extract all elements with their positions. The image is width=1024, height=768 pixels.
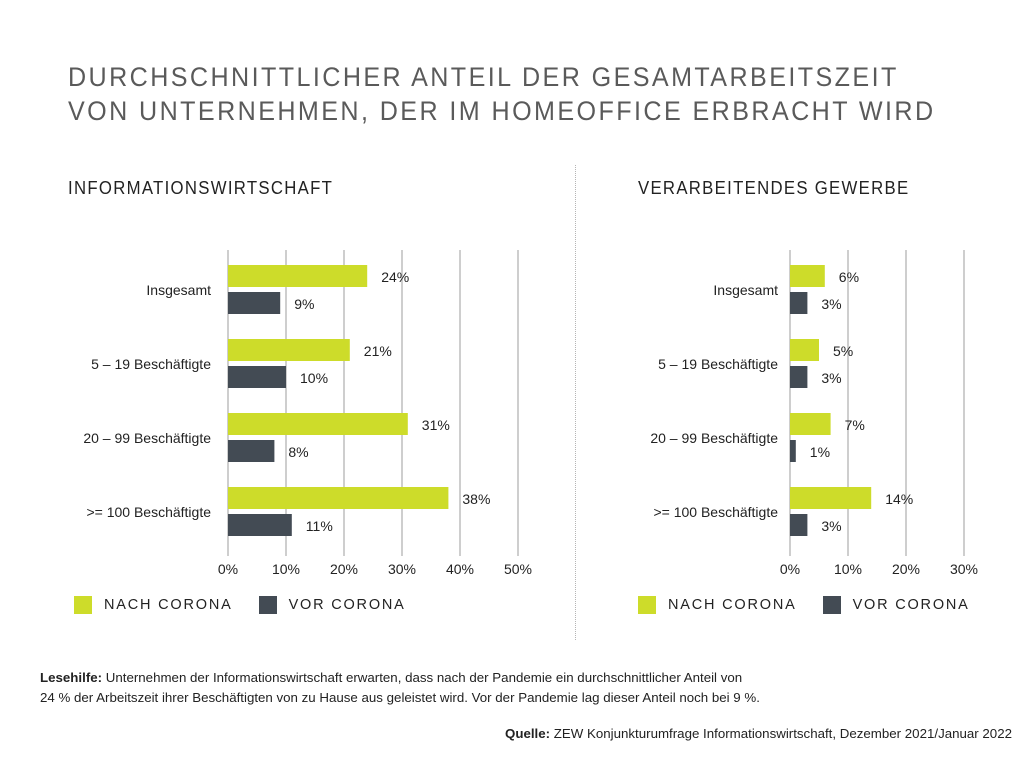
bar-nach-corona <box>790 265 825 287</box>
legend-left: NACH CORONA VOR CORONA <box>74 596 432 614</box>
data-label: 21% <box>364 343 392 359</box>
reading-aid-line2: 24 % der Arbeitszeit ihrer Beschäftigten… <box>40 690 760 705</box>
x-tick-label: 0% <box>780 561 800 577</box>
panel-title-informationswirtschaft: INFORMATIONSWIRTSCHAFT <box>68 178 334 198</box>
legend-swatch-vor <box>258 596 277 614</box>
legend-swatch-nach <box>74 596 92 614</box>
x-tick-label: 30% <box>388 561 416 577</box>
data-label: 8% <box>288 444 308 460</box>
bar-nach-corona <box>790 487 872 509</box>
bar-vor-corona <box>228 514 292 536</box>
category-label: 5 – 19 Beschäftigte <box>658 356 778 372</box>
bar-vor-corona <box>790 440 796 462</box>
data-label: 14% <box>885 491 913 507</box>
x-tick-label: 20% <box>892 561 920 577</box>
x-tick-label: 20% <box>330 561 358 577</box>
data-label: 6% <box>839 269 859 285</box>
chart-title-line2: VON UNTERNEHMEN, DER IM HOMEOFFICE ERBRA… <box>68 96 936 126</box>
legend-label-nach: NACH CORONA <box>668 597 797 613</box>
data-label: 24% <box>381 269 409 285</box>
bar-nach-corona <box>790 413 831 435</box>
data-label: 5% <box>833 343 853 359</box>
bar-nach-corona <box>790 339 819 361</box>
legend-item-nach: NACH CORONA <box>74 596 233 614</box>
legend-right: NACH CORONA VOR CORONA <box>638 596 996 614</box>
panel-title-verarbeitendes-gewerbe: VERARBEITENDES GEWERBE <box>638 178 910 198</box>
category-label: 20 – 99 Beschäftigte <box>83 430 211 446</box>
source-text: ZEW Konjunkturumfrage Informationswirtsc… <box>550 726 1012 741</box>
category-label: Insgesamt <box>146 282 211 298</box>
data-label: 11% <box>306 518 333 534</box>
reading-aid: Lesehilfe: Unternehmen der Informationsw… <box>40 668 760 708</box>
x-tick-label: 50% <box>504 561 532 577</box>
category-label: 5 – 19 Beschäftigte <box>91 356 211 372</box>
bar-vor-corona <box>228 366 286 388</box>
data-label: 3% <box>821 296 841 312</box>
data-label: 1% <box>810 444 830 460</box>
category-label: Insgesamt <box>713 282 778 298</box>
bar-vor-corona <box>790 514 808 536</box>
legend-label-vor: VOR CORONA <box>852 597 970 613</box>
bar-nach-corona <box>228 339 350 361</box>
chart-title-line1: DURCHSCHNITTLICHER ANTEIL DER GESAMTARBE… <box>68 62 899 92</box>
x-tick-label: 0% <box>218 561 238 577</box>
reading-aid-line1: Unternehmen der Informationswirtschaft e… <box>102 670 743 685</box>
category-label: >= 100 Beschäftigte <box>86 504 211 520</box>
bar-vor-corona <box>228 440 275 462</box>
data-label: 3% <box>821 370 841 386</box>
bar-vor-corona <box>228 292 281 314</box>
data-label: 9% <box>294 296 314 312</box>
data-label: 31% <box>422 417 450 433</box>
x-tick-label: 40% <box>446 561 474 577</box>
legend-item-nach: NACH CORONA <box>638 596 797 614</box>
category-label: 20 – 99 Beschäftigte <box>650 430 778 446</box>
category-label: >= 100 Beschäftigte <box>653 504 778 520</box>
data-label: 10% <box>300 370 328 386</box>
legend-label-nach: NACH CORONA <box>104 597 233 613</box>
bar-vor-corona <box>790 366 808 388</box>
chart-title: DURCHSCHNITTLICHER ANTEIL DER GESAMTARBE… <box>68 60 936 128</box>
x-tick-label: 30% <box>950 561 978 577</box>
legend-swatch-vor <box>822 596 841 614</box>
bar-vor-corona <box>790 292 808 314</box>
bar-nach-corona <box>228 413 408 435</box>
legend-item-vor: VOR CORONA <box>258 596 406 614</box>
x-tick-label: 10% <box>272 561 300 577</box>
data-label: 3% <box>821 518 841 534</box>
legend-item-vor: VOR CORONA <box>822 596 970 614</box>
data-label: 7% <box>845 417 865 433</box>
x-tick-label: 10% <box>834 561 862 577</box>
bar-nach-corona <box>228 265 368 287</box>
legend-swatch-nach <box>638 596 656 614</box>
reading-aid-label: Lesehilfe: <box>40 670 103 685</box>
bar-nach-corona <box>228 487 449 509</box>
legend-label-vor: VOR CORONA <box>288 597 406 613</box>
panel-divider <box>575 165 576 640</box>
source-label: Quelle: <box>505 726 551 741</box>
source-note: Quelle: ZEW Konjunkturumfrage Informatio… <box>505 726 1012 741</box>
data-label: 38% <box>462 491 490 507</box>
